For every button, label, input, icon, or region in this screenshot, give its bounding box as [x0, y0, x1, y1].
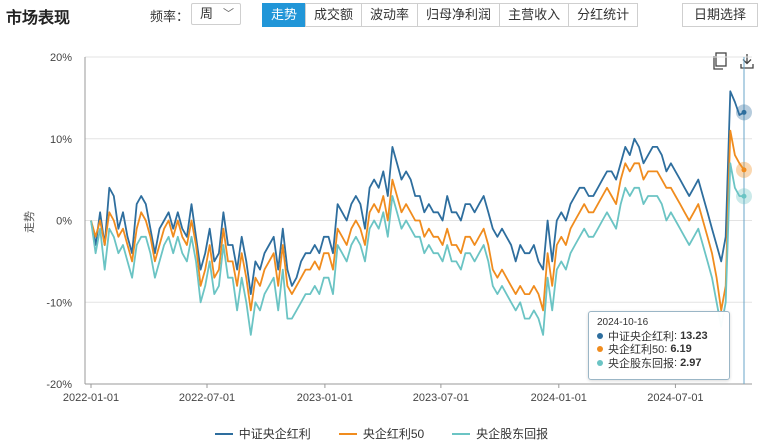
chart-legend: 中证央企红利 央企红利50 央企股东回报 [0, 425, 763, 442]
series-highlight-point [741, 167, 747, 173]
y-tick-label: 10% [50, 134, 72, 146]
series-line [90, 129, 745, 312]
tooltip-series-name: 央企股东回报 [608, 357, 674, 370]
tooltip-series-value: 13.23 [680, 329, 708, 342]
legend-swatch [452, 432, 471, 435]
y-axis-label: 走势 [23, 211, 36, 233]
tab-net-profit[interactable]: 归母净利润 [417, 3, 501, 27]
tooltip-series-value: 6.19 [670, 343, 692, 356]
legend-label: 央企股东回报 [476, 427, 549, 441]
series-dot [597, 359, 603, 366]
y-tick-label: -10% [46, 297, 72, 309]
legend-item[interactable]: 央企红利50 [338, 425, 425, 442]
x-tick-label: 2022-07-01 [179, 392, 235, 404]
tooltip-series-name: 央企红利50 [608, 344, 665, 357]
legend-item[interactable]: 央企股东回报 [452, 425, 548, 442]
date-select-button[interactable]: 日期选择 [682, 3, 758, 27]
series-dot [597, 346, 603, 353]
tooltip-series-name: 中证央企红利 [608, 330, 674, 343]
tab-dividend[interactable]: 分红统计 [568, 3, 639, 27]
y-tick-label: 0% [56, 216, 72, 228]
series-highlight-point [741, 193, 747, 199]
legend-label: 中证央企红利 [238, 427, 311, 441]
legend-swatch [338, 432, 357, 435]
y-tick-label: -20% [46, 379, 72, 391]
series-highlight-point [741, 109, 747, 115]
x-tick-label: 2022-01-01 [63, 392, 119, 404]
tooltip-date: 2024-10-16 [597, 317, 649, 328]
tooltip: 2024-10-16 中证央企红利: 13.23 央企红利50: 6.19 央企… [588, 311, 730, 380]
tab-turnover[interactable]: 成交额 [305, 3, 363, 27]
copy-icon[interactable] [712, 52, 728, 70]
frequency-value: 周 [200, 6, 214, 21]
chevron-down-icon: ﹀ [223, 8, 234, 20]
frequency-select[interactable]: 周 ﹀ [191, 3, 241, 25]
tab-volatility[interactable]: 波动率 [361, 3, 419, 27]
x-tick-label: 2023-01-01 [297, 392, 353, 404]
legend-swatch [214, 432, 233, 435]
series-line [90, 162, 745, 336]
trend-chart: 20% 10% 0% -10% -20% 2022-01-01 2022-07-01 202… [23, 52, 752, 404]
x-tick-label: 2024-07-01 [647, 392, 703, 404]
tooltip-row: 央企红利50: 6.19 [597, 343, 721, 357]
x-tick-label: 2023-07-01 [413, 392, 469, 404]
tab-revenue[interactable]: 主营收入 [499, 3, 570, 27]
series-dot [597, 332, 603, 339]
legend-item[interactable]: 中证央企红利 [214, 425, 311, 442]
series-line [90, 90, 745, 296]
frequency-label: 频率： [150, 9, 190, 24]
metric-tabs: 走势 成交额 波动率 归母净利润 主营收入 分红统计 [262, 3, 639, 27]
tooltip-series-value: 2.97 [680, 356, 702, 369]
tooltip-row: 央企股东回报: 2.97 [597, 356, 721, 370]
page-title: 市场表现 [6, 10, 71, 27]
tooltip-row: 中证央企红利: 13.23 [597, 329, 721, 343]
legend-label: 央企红利50 [362, 427, 425, 441]
x-tick-label: 2024-01-01 [531, 392, 587, 404]
y-tick-label: 20% [50, 52, 72, 64]
tab-trend[interactable]: 走势 [262, 3, 307, 27]
